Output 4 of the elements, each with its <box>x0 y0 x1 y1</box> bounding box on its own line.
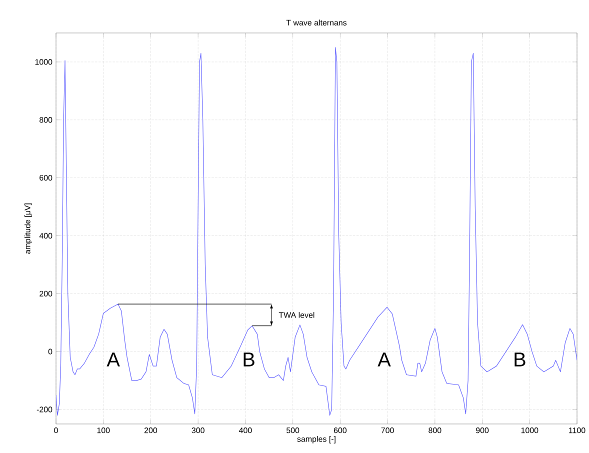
annotation: A <box>106 352 120 366</box>
annotation: B <box>514 352 526 366</box>
annotation: B <box>244 352 254 366</box>
annotation: A <box>378 352 391 366</box>
